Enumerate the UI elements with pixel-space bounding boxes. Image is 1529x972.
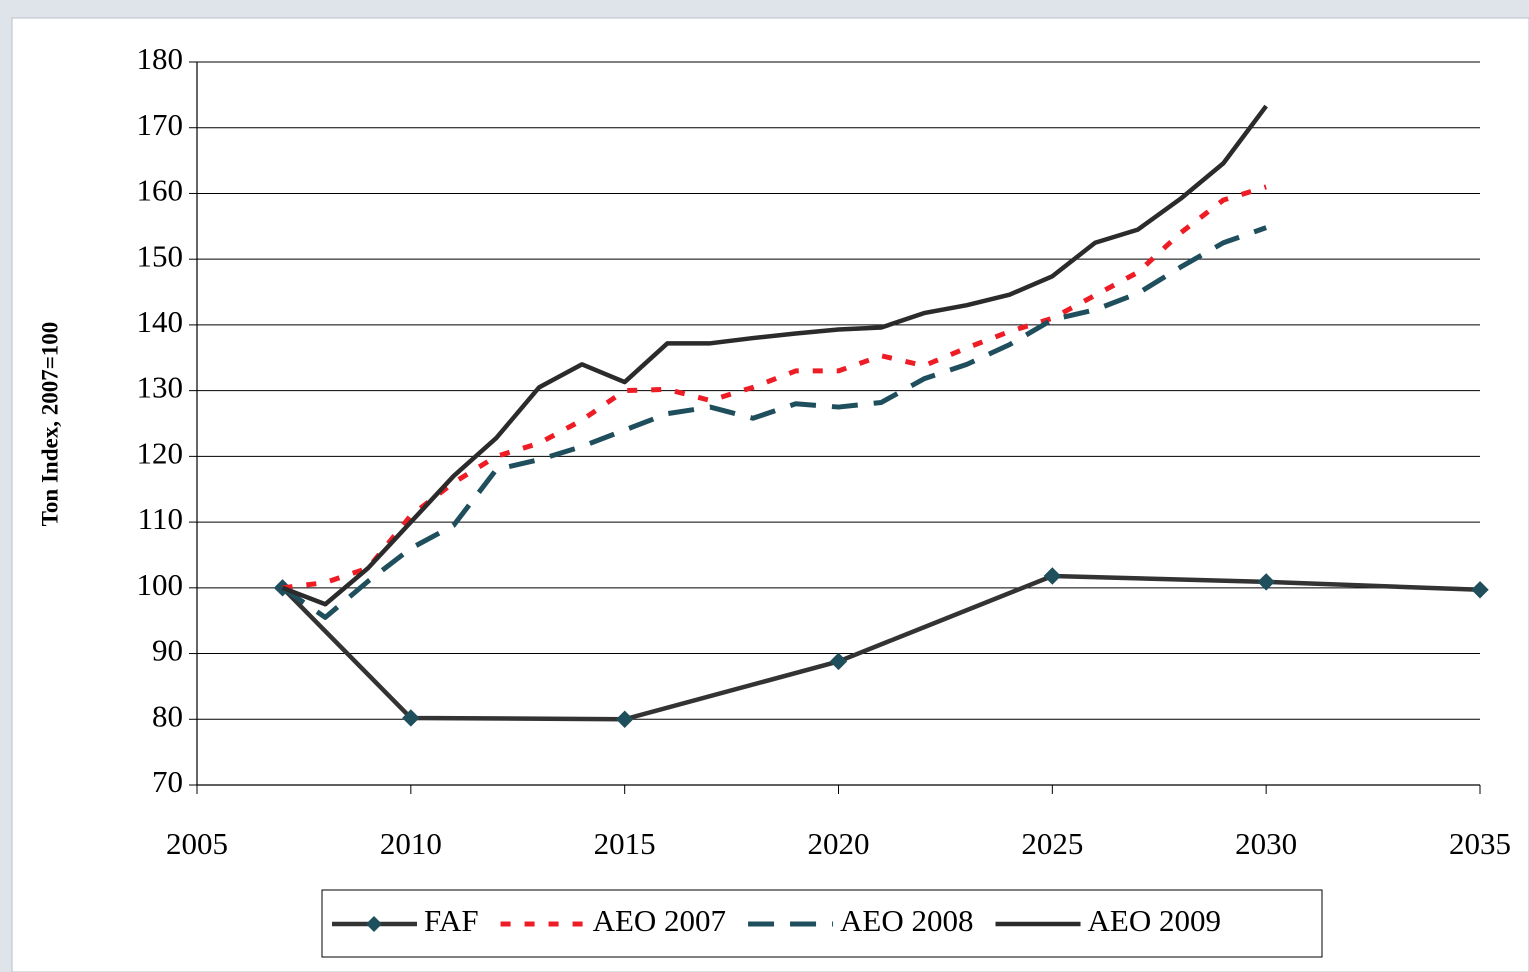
- y-tick-label: 80: [152, 698, 183, 733]
- x-tick-label: 2010: [380, 826, 442, 861]
- y-tick-label: 180: [137, 41, 184, 76]
- x-tick-label: 2020: [808, 826, 870, 861]
- legend-label: AEO 2007: [593, 903, 726, 938]
- legend: FAF AEO 2007 AEO 2008 AEO 2009: [321, 889, 1323, 958]
- y-tick-label: 170: [137, 107, 184, 142]
- y-tick-label: 90: [152, 633, 183, 668]
- series-line: [281, 104, 1268, 607]
- legend-marker: [366, 916, 382, 932]
- y-axis-label: Ton Index, 2007=100: [37, 322, 62, 527]
- point-marker: [829, 652, 848, 671]
- y-tick-label: 120: [137, 435, 184, 470]
- x-tick-label: 2015: [594, 826, 656, 861]
- y-tick-label: 110: [138, 501, 183, 536]
- y-tick-label: 150: [137, 238, 184, 273]
- x-tick-label: 2025: [1021, 826, 1083, 861]
- point-marker: [1471, 581, 1489, 599]
- legend-label: AEO 2009: [1088, 903, 1221, 938]
- legend-box: [321, 889, 1323, 958]
- legend-label: AEO 2008: [840, 903, 973, 938]
- series-line: [282, 184, 1267, 591]
- point-marker: [615, 710, 634, 728]
- x-tick-label: 2030: [1235, 826, 1297, 861]
- point-marker: [1257, 573, 1275, 591]
- y-tick-label: 130: [137, 370, 184, 405]
- series-line: [281, 225, 1268, 620]
- y-tick-label: 160: [137, 173, 184, 208]
- chart-panel: [11, 17, 1529, 972]
- y-tick-label: 70: [152, 764, 183, 799]
- x-tick-label: 2035: [1449, 826, 1511, 861]
- y-tick-label: 140: [137, 304, 184, 339]
- point-marker: [402, 709, 420, 727]
- point-marker: [1043, 567, 1062, 585]
- x-tick-label: 2005: [166, 826, 228, 861]
- y-tick-label: 100: [137, 567, 184, 602]
- legend-label: FAF: [424, 903, 479, 938]
